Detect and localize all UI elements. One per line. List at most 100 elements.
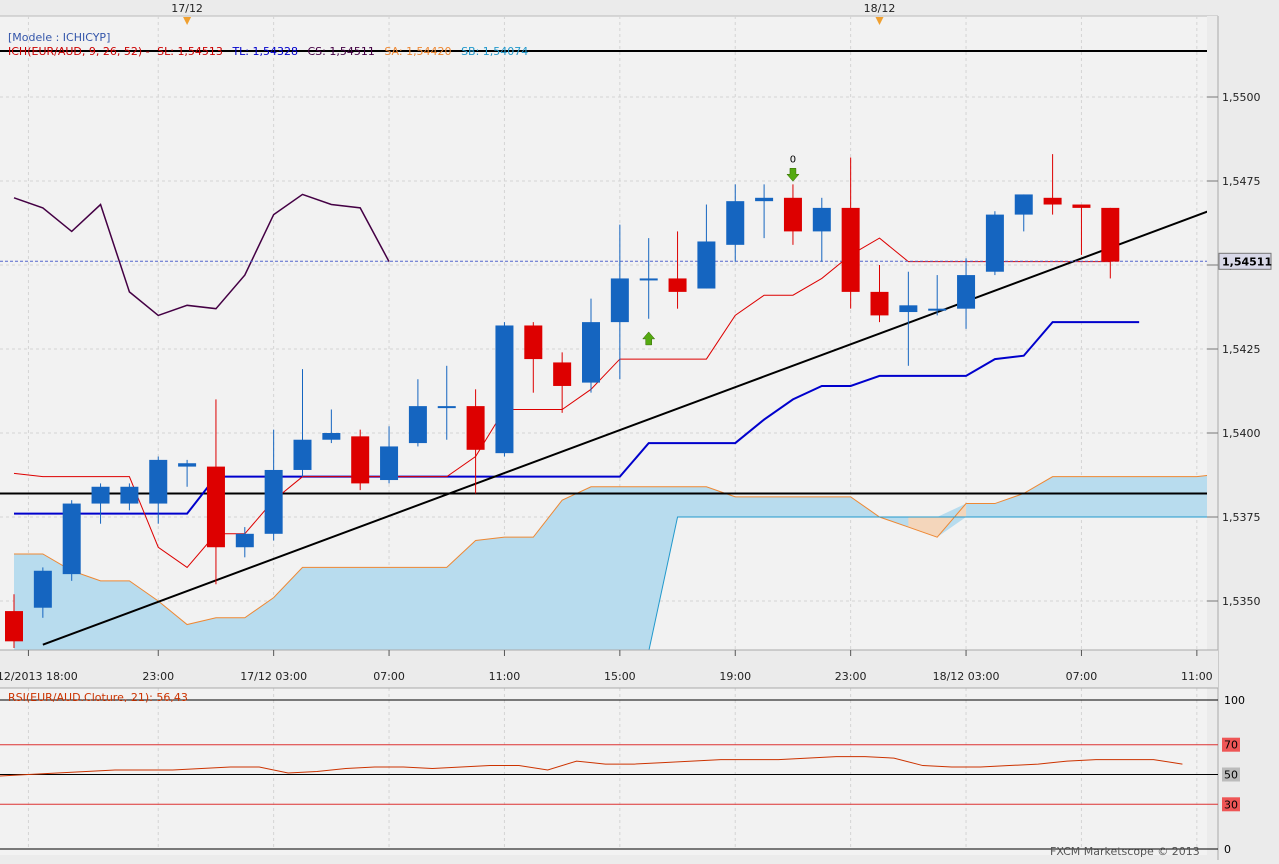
candle-body — [495, 325, 514, 454]
candle-body — [985, 214, 1004, 272]
chikou-span-line — [13, 193, 390, 317]
candle — [206, 399, 225, 585]
rsi-level-label: 100 — [1224, 694, 1245, 707]
x-tick-label: 07:00 — [373, 670, 405, 683]
candle-body — [264, 469, 283, 534]
candle-body — [524, 325, 543, 360]
candle — [610, 224, 629, 380]
candle — [437, 365, 456, 440]
current-price-tag — [1218, 252, 1272, 270]
candle — [91, 483, 110, 524]
candle — [380, 426, 399, 484]
ichimoku-cloud-bearish — [908, 503, 967, 538]
candle — [928, 275, 947, 316]
x-tick-label: 16/12/2013 18:00 — [0, 670, 78, 683]
date-marker-label: 17/12 — [171, 2, 203, 15]
candle-body — [755, 197, 774, 202]
x-tick-label: 15:00 — [604, 670, 636, 683]
candle-body — [149, 459, 168, 504]
candle — [957, 258, 976, 329]
y-tick-label: 1,5350 — [1222, 595, 1261, 608]
candle — [235, 527, 254, 558]
candle-body — [380, 446, 399, 481]
candle — [1043, 154, 1062, 215]
ichimoku-params: ICH(EUR/AUD, 9, 26, 52) - — [8, 45, 150, 58]
buy-signal-arrow-icon — [642, 331, 656, 346]
right-axis-panel — [1207, 16, 1279, 860]
candle — [293, 369, 312, 477]
candle-body — [91, 486, 110, 504]
senkou-a-value: SA: 1,54420 — [384, 45, 452, 58]
date-marker-icon — [875, 17, 884, 25]
candle-body — [120, 486, 139, 504]
candle-body — [957, 275, 976, 309]
candle-body — [62, 503, 81, 575]
candle — [783, 184, 802, 245]
candle — [841, 157, 860, 309]
candle-body — [466, 406, 485, 450]
candle-body — [408, 406, 427, 444]
candle — [1014, 194, 1033, 232]
rsi-level-label: 50 — [1224, 769, 1238, 782]
candle-body — [783, 197, 802, 232]
candle-body — [293, 439, 312, 470]
candle — [351, 429, 370, 491]
x-tick-label: 23:00 — [835, 670, 867, 683]
candle — [495, 322, 514, 457]
date-marker-icon — [183, 17, 192, 25]
x-tick-label: 23:00 — [142, 670, 174, 683]
y-tick-label: 1,5375 — [1222, 511, 1261, 524]
candle — [120, 483, 139, 511]
candle — [668, 231, 687, 309]
candle — [812, 197, 831, 262]
candle-body — [206, 466, 225, 548]
x-tick-label: 19:00 — [719, 670, 751, 683]
x-tick-label: 11:00 — [1181, 670, 1213, 683]
candle — [466, 389, 485, 494]
candle — [264, 429, 283, 541]
candle-body — [322, 433, 341, 440]
rsi-level-tag — [1222, 842, 1240, 856]
rsi-level-label: 30 — [1224, 798, 1238, 811]
candle-body — [639, 278, 658, 281]
candle — [1072, 204, 1091, 255]
senkou-b-value: SB: 1,54074 — [461, 45, 529, 58]
candle — [985, 211, 1004, 276]
candle-body — [1072, 204, 1091, 208]
y-tick-label: 1,5400 — [1222, 427, 1261, 440]
y-tick-label: 1,5500 — [1222, 91, 1261, 104]
rsi-title: RSI(EUR/AUD.Cloture, 21): 56,43 — [8, 691, 188, 704]
candle-body — [1043, 197, 1062, 205]
candle — [178, 459, 197, 487]
candle-body — [726, 201, 745, 245]
rsi-level-tag — [1222, 693, 1240, 707]
candle-body — [582, 322, 600, 383]
date-strip — [0, 0, 1279, 16]
candle-body — [235, 533, 254, 548]
rsi-level-tag — [1222, 767, 1240, 782]
trendline — [42, 210, 1209, 646]
tenkan-value: SL: 1,54513 — [157, 45, 223, 58]
candle-body — [697, 241, 716, 289]
x-tick-label: 11:00 — [489, 670, 521, 683]
x-tick-label: 17/12 03:00 — [240, 670, 307, 683]
candle — [149, 456, 168, 524]
candle — [5, 594, 23, 649]
candle-body — [178, 463, 197, 467]
candle-body — [668, 278, 687, 292]
chikou-value: CS: 1,54511 — [307, 45, 375, 58]
candle — [322, 409, 341, 444]
candle — [899, 271, 918, 366]
current-price-label: 1,54511 — [1222, 255, 1272, 268]
x-axis-strip — [0, 650, 1218, 688]
candle-body — [841, 207, 860, 292]
y-tick-label: 1,5475 — [1222, 175, 1261, 188]
kijun-value: TL: 1,54328 — [232, 45, 298, 58]
candle-body — [928, 308, 947, 311]
date-marker-label: 18/12 — [864, 2, 896, 15]
candle-body — [5, 611, 23, 642]
candle — [408, 379, 427, 447]
candle-body — [812, 207, 831, 232]
